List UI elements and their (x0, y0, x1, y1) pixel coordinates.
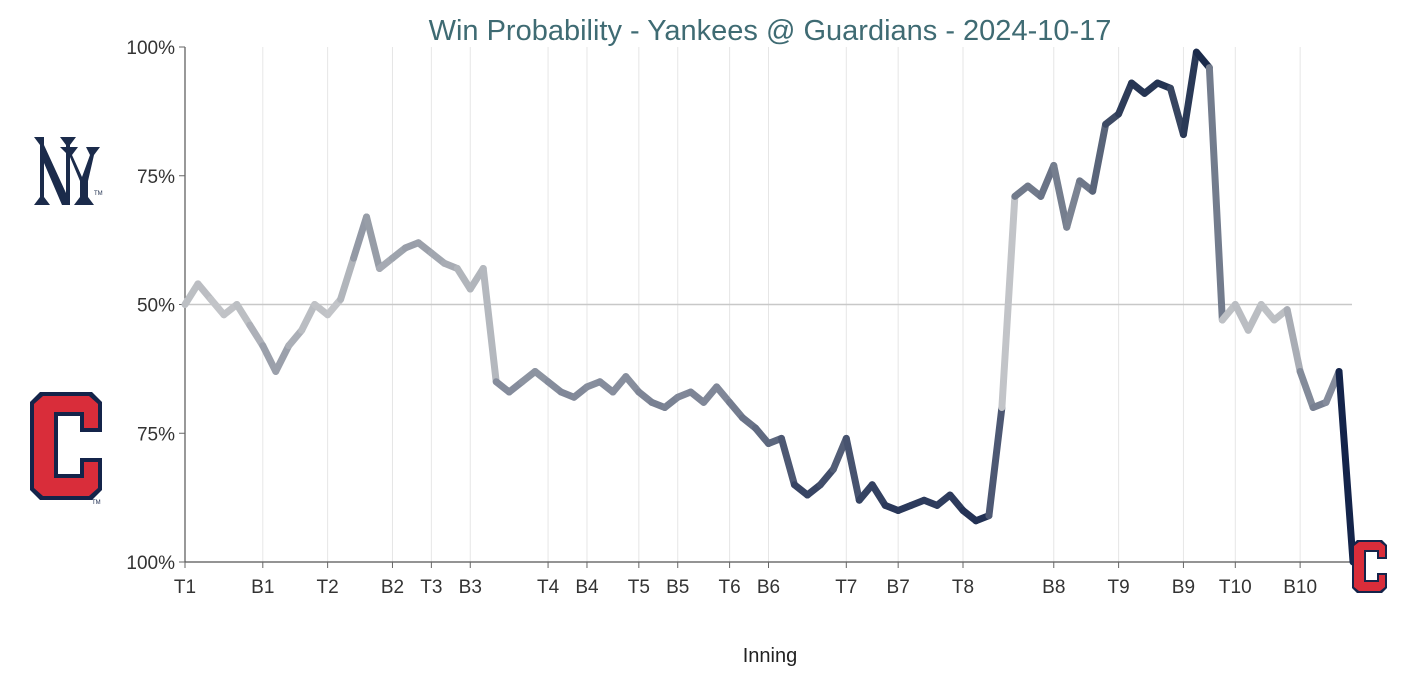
series-segment (181, 280, 202, 308)
series-segment (985, 404, 1006, 520)
series-segment (1089, 120, 1110, 195)
series-segment (1231, 301, 1252, 334)
x-tick-label: T3 (420, 577, 442, 598)
x-tick-label: T4 (537, 577, 560, 598)
series-segment (1283, 306, 1304, 375)
x-tick-label: B8 (1042, 577, 1065, 598)
series-segment (246, 321, 267, 350)
series-segment (1296, 367, 1317, 411)
cleveland-c-logo-icon: TM (30, 392, 102, 506)
x-tick-label: T5 (628, 577, 650, 598)
series-segment (868, 481, 889, 509)
y-tick-label: 100% (126, 38, 175, 59)
series-segment (1115, 79, 1136, 118)
series-segment (298, 301, 319, 334)
series-segment (233, 301, 254, 329)
x-tick-label: T2 (317, 577, 339, 598)
chart-title: Win Probability - Yankees @ Guardians - … (429, 15, 1112, 47)
series-line (181, 48, 1357, 566)
x-tick-label: B2 (381, 577, 404, 598)
series-segment (1205, 64, 1226, 324)
series-segment-final (1335, 367, 1357, 566)
series-segment (453, 264, 474, 293)
series-segment (272, 342, 293, 375)
series-segment (1050, 161, 1071, 231)
gridlines (184, 47, 1352, 563)
ny-yankees-logo-icon: TM (34, 137, 103, 205)
x-tick-label: B7 (887, 577, 910, 598)
series-segment (337, 254, 358, 303)
series-segment (259, 342, 280, 375)
x-tick-label: B1 (251, 577, 274, 598)
x-tick-label: T6 (719, 577, 741, 598)
y-axis: 100% 75% 50% 75% 100% (126, 38, 185, 574)
x-tick-label: T8 (952, 577, 974, 598)
series-segment (479, 264, 500, 386)
series-segment (842, 434, 863, 504)
svg-text:TM: TM (92, 500, 101, 506)
x-tick-label: T9 (1108, 577, 1130, 598)
series-segment (1244, 301, 1265, 334)
x-tick-label: B3 (459, 577, 482, 598)
x-tick-label: B4 (575, 577, 599, 598)
x-axis-label: Inning (743, 645, 798, 667)
x-axis: T1 B1 T2 B2 T3 B3 T4 B4 T5 B5 T6 B6 T7 B7 T8 B8 T9 B9 T10 B… (174, 562, 1317, 598)
series-segment (363, 213, 383, 272)
series-segment (1179, 48, 1200, 139)
x-tick-label: B5 (666, 577, 689, 598)
x-tick-label: T10 (1219, 577, 1252, 598)
x-tick-label: B6 (757, 577, 780, 598)
y-tick-label: 75% (137, 424, 175, 445)
series-segment (777, 434, 798, 489)
end-cleveland-c-logo-icon (1352, 540, 1387, 593)
series-segment (998, 192, 1019, 411)
svg-text:TM: TM (94, 191, 103, 197)
series-segment (1063, 177, 1084, 231)
y-tick-label: 75% (137, 167, 175, 188)
y-tick-label: 100% (126, 553, 175, 574)
series-segment (350, 213, 371, 262)
y-tick-label: 50% (137, 296, 175, 317)
x-tick-label: B10 (1283, 577, 1317, 598)
x-tick-label: T7 (835, 577, 857, 598)
x-tick-label: B9 (1172, 577, 1195, 598)
x-tick-label: T1 (174, 577, 196, 598)
